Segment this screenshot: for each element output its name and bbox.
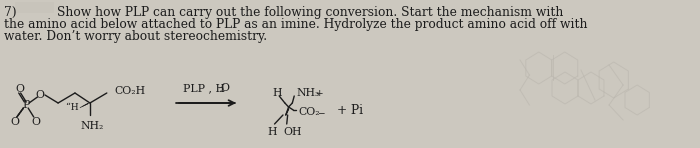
Text: ‘‘H: ‘‘H bbox=[65, 103, 78, 111]
Text: +: + bbox=[315, 89, 322, 98]
Text: H: H bbox=[272, 88, 282, 98]
Text: O: O bbox=[10, 117, 20, 127]
Text: O: O bbox=[15, 84, 24, 94]
Text: Show how PLP can carry out the following conversion. Start the mechanism with: Show how PLP can carry out the following… bbox=[57, 6, 564, 19]
Text: OH: OH bbox=[283, 127, 302, 137]
Text: water. Don’t worry about stereochemistry.: water. Don’t worry about stereochemistry… bbox=[4, 30, 267, 43]
Text: the amino acid below attached to PLP as an imine. Hydrolyze the product amino ac: the amino acid below attached to PLP as … bbox=[4, 18, 587, 31]
Text: 7): 7) bbox=[4, 6, 16, 19]
Text: P: P bbox=[22, 100, 30, 110]
Text: O: O bbox=[220, 83, 230, 93]
Text: PLP , H: PLP , H bbox=[183, 83, 225, 93]
Text: −: − bbox=[316, 108, 324, 117]
Text: O: O bbox=[31, 117, 40, 127]
Text: O: O bbox=[36, 90, 45, 100]
Text: NH₃: NH₃ bbox=[296, 88, 319, 98]
Text: + Pi: + Pi bbox=[337, 103, 363, 116]
Text: 2: 2 bbox=[219, 86, 224, 94]
Text: NH₂: NH₂ bbox=[80, 121, 104, 131]
Text: CO₂: CO₂ bbox=[298, 107, 320, 117]
FancyBboxPatch shape bbox=[15, 2, 55, 13]
Text: CO₂H: CO₂H bbox=[114, 86, 146, 96]
Text: H: H bbox=[267, 127, 276, 137]
